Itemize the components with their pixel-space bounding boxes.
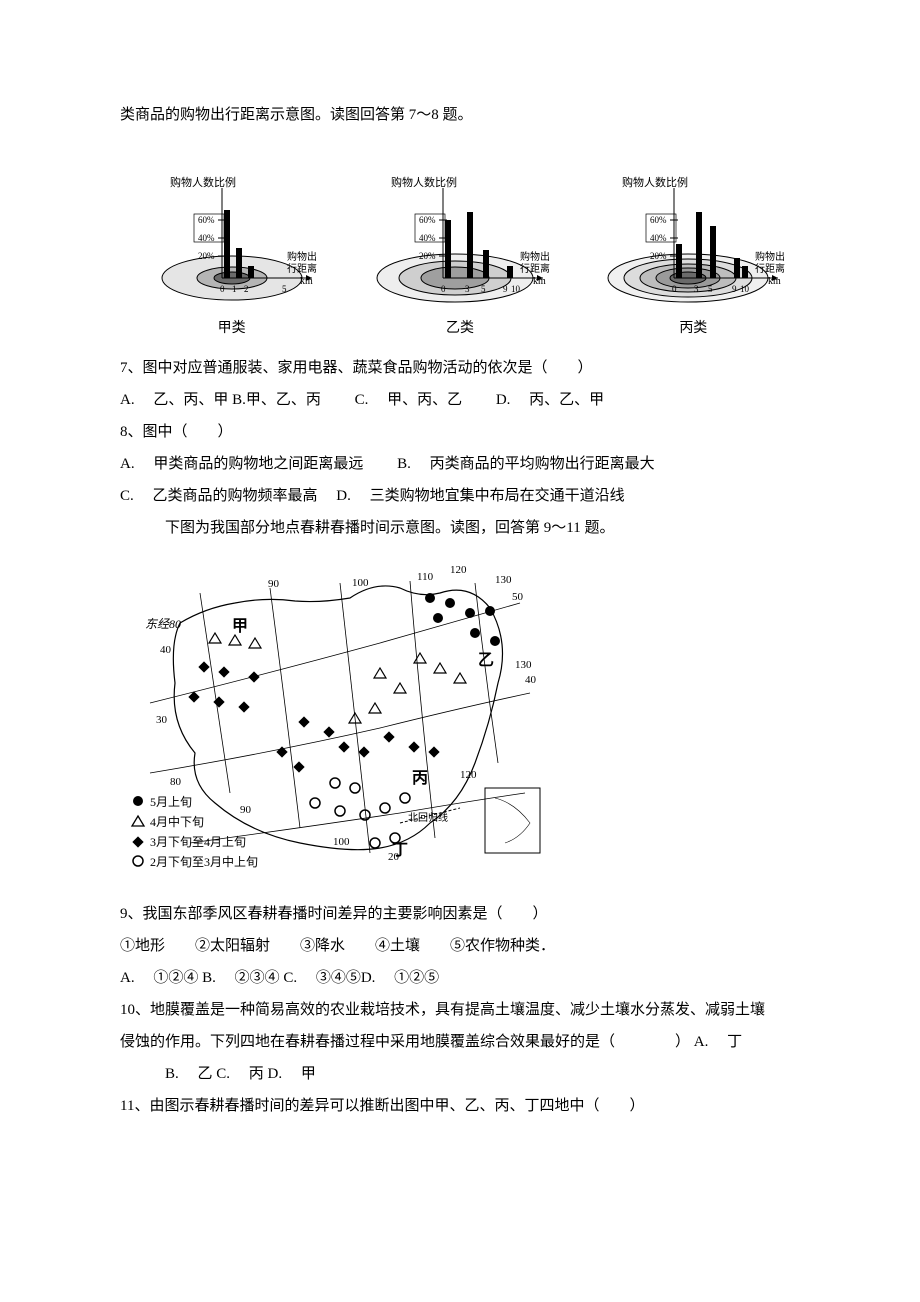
svg-text:40%: 40% — [198, 233, 215, 243]
svg-text:100: 100 — [333, 836, 350, 848]
region-jia: 甲 — [232, 617, 248, 635]
svg-text:东经80: 东经80 — [145, 617, 181, 631]
svg-text:2: 2 — [244, 284, 249, 294]
region-bing: 丙 — [412, 769, 428, 787]
svg-text:购物出: 购物出 — [520, 250, 550, 263]
q8-stem: 8、图中（ ） — [120, 417, 810, 447]
svg-text:km: km — [300, 276, 313, 287]
svg-text:购物人数比例: 购物人数比例 — [622, 175, 688, 189]
chart-bing: 60% 40% 20% 0 3 5 9 10 购物人数比例 购物出 行距离 km — [588, 160, 798, 343]
svg-text:1: 1 — [232, 284, 237, 294]
svg-text:km: km — [533, 276, 546, 287]
svg-text:0: 0 — [672, 284, 677, 294]
intro-78: 类商品的购物出行距离示意图。读图回答第 7～8 题。 — [120, 100, 810, 130]
svg-text:5: 5 — [708, 284, 713, 294]
svg-text:40: 40 — [160, 644, 172, 656]
legend-1: 5月上旬 — [150, 795, 192, 809]
svg-text:5: 5 — [282, 284, 287, 294]
svg-text:90: 90 — [240, 804, 252, 816]
svg-text:10: 10 — [511, 284, 521, 294]
svg-text:北回归线: 北回归线 — [408, 811, 448, 824]
region-ding: 丁 — [392, 842, 408, 859]
axis-y-label: 购物人数比例 — [170, 175, 236, 189]
q9-stem: 9、我国东部季风区春耕春播时间差异的主要影响因素是（ ） — [120, 899, 810, 929]
svg-text:0: 0 — [441, 284, 446, 294]
legend-3: 3月下旬至4月上旬 — [150, 835, 246, 849]
svg-text:行距离: 行距离 — [287, 262, 317, 275]
svg-text:20%: 20% — [650, 251, 667, 261]
legend-2: 4月中下旬 — [150, 814, 204, 829]
q9-options: A. ①②④ B. ②③④ C. ③④⑤D. ①②⑤ — [120, 963, 810, 993]
svg-text:20%: 20% — [198, 251, 215, 261]
svg-text:行距离: 行距离 — [520, 262, 550, 275]
svg-text:130: 130 — [515, 659, 532, 671]
china-map: 东经80 90 100 100 110 120 130 50 40 40 130… — [120, 553, 810, 894]
chart-jia: 60% 40% 20% 0 1 2 5 购物人数比例 购物出 行距离 km 甲类 — [132, 160, 332, 343]
q10-line3: B. 乙 C. 丙 D. 甲 — [120, 1059, 810, 1089]
svg-text:60%: 60% — [419, 215, 436, 225]
q11-stem: 11、由图示春耕春播时间的差异可以推断出图中甲、乙、丙、丁四地中（ ） — [120, 1091, 810, 1121]
svg-text:0: 0 — [220, 284, 225, 294]
svg-text:130: 130 — [495, 574, 512, 586]
shopping-charts: 60% 40% 20% 0 1 2 5 购物人数比例 购物出 行距离 km 甲类 — [120, 160, 810, 343]
svg-text:40%: 40% — [650, 233, 667, 243]
q10-line2: 侵蚀的作用。下列四地在春耕春播过程中采用地膜覆盖综合效果最好的是（ ） A. 丁 — [120, 1027, 810, 1057]
chart-label-yi: 乙类 — [446, 315, 474, 343]
svg-text:购物出: 购物出 — [755, 250, 785, 263]
svg-text:80: 80 — [170, 776, 182, 788]
q7-stem: 7、图中对应普通服装、家用电器、蔬菜食品购物活动的依次是（ ） — [120, 353, 810, 383]
svg-text:110: 110 — [417, 571, 434, 583]
svg-text:行距离: 行距离 — [755, 262, 785, 275]
chart-yi: 60% 40% 20% 0 3 5 9 10 购物人数比例 购物出 行距离 km — [355, 160, 565, 343]
svg-text:50: 50 — [512, 591, 524, 603]
svg-text:90: 90 — [268, 578, 280, 590]
svg-text:60%: 60% — [198, 215, 215, 225]
legend-4: 2月下旬至3月中上旬 — [150, 854, 258, 869]
region-yi: 乙 — [478, 652, 494, 669]
svg-text:9: 9 — [503, 284, 508, 294]
svg-text:40: 40 — [525, 674, 537, 686]
q10-line1: 10、地膜覆盖是一种简易高效的农业栽培技术，具有提高土壤温度、减少土壤水分蒸发、… — [120, 995, 810, 1025]
intro-911: 下图为我国部分地点春耕春播时间示意图。读图，回答第 9～11 题。 — [120, 513, 810, 543]
svg-text:20%: 20% — [419, 251, 436, 261]
q8-opt-ab: A. 甲类商品的购物地之间距离最远 B. 丙类商品的平均购物出行距离最大 — [120, 449, 810, 479]
svg-text:60%: 60% — [650, 215, 667, 225]
svg-text:30: 30 — [156, 714, 168, 726]
svg-text:购物人数比例: 购物人数比例 — [391, 175, 457, 189]
q8-opt-cd: C. 乙类商品的购物频率最高 D. 三类购物地宜集中布局在交通干道沿线 — [120, 481, 810, 511]
svg-text:10: 10 — [740, 284, 750, 294]
svg-text:3: 3 — [694, 284, 699, 294]
svg-text:5: 5 — [481, 284, 486, 294]
svg-text:120: 120 — [450, 564, 467, 576]
svg-text:km: km — [768, 276, 781, 287]
q9-factors: ①地形 ②太阳辐射 ③降水 ④土壤 ⑤农作物种类． — [120, 931, 810, 961]
svg-text:3: 3 — [465, 284, 470, 294]
svg-text:100: 100 — [352, 577, 369, 589]
q7-options: A. 乙、丙、甲 B.甲、乙、丙 C. 甲、丙、乙 D. 丙、乙、甲 — [120, 385, 810, 415]
chart-label-bing: 丙类 — [679, 315, 707, 343]
svg-text:120: 120 — [460, 769, 477, 781]
svg-text:9: 9 — [732, 284, 737, 294]
svg-text:40%: 40% — [419, 233, 436, 243]
chart-label-jia: 甲类 — [218, 315, 246, 343]
svg-text:购物出: 购物出 — [287, 250, 317, 263]
